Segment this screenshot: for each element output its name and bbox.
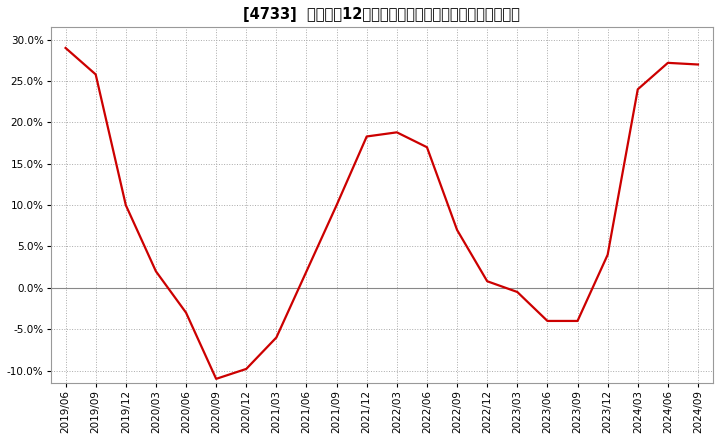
Title: [4733]  売上高の12か月移動合計の対前年同期増減率の推移: [4733] 売上高の12か月移動合計の対前年同期増減率の推移: [243, 7, 521, 22]
